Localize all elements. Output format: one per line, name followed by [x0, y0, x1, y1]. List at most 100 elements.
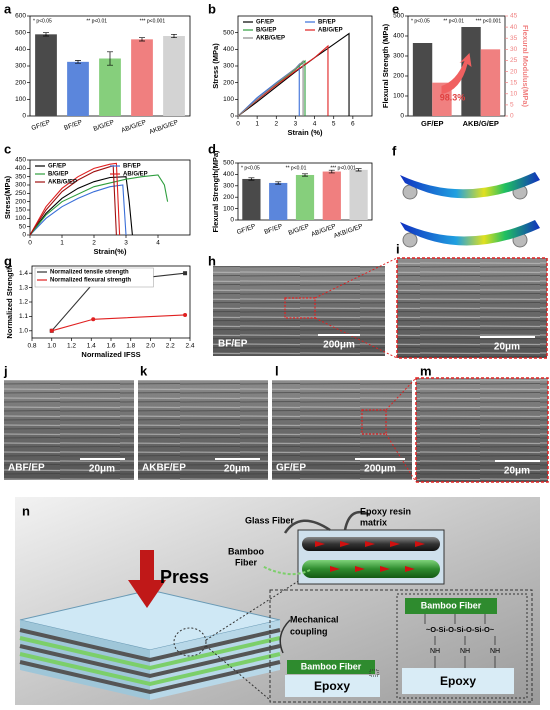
panel-label: n	[22, 503, 30, 518]
y-tick-label: 100	[393, 93, 404, 100]
legend-label: GF/EP	[256, 20, 274, 26]
legend-label: AKB/G/EP	[256, 36, 285, 42]
error-bar	[139, 37, 145, 42]
y2-tick-label: 10	[510, 90, 518, 97]
panel-label: a	[4, 1, 12, 16]
label: Bamboo	[228, 546, 265, 556]
y2-tick-label: 30	[510, 46, 518, 53]
x-tick-label: 2	[92, 240, 96, 247]
y2-tick-label: 25	[510, 57, 518, 64]
y-tick-label: 100	[15, 215, 26, 222]
legend-frame	[34, 267, 154, 288]
y2-tick-label: 5	[510, 102, 514, 109]
point	[91, 317, 96, 322]
beam	[400, 220, 540, 246]
annotation: *** p<0.001	[140, 18, 166, 24]
bar	[480, 49, 501, 117]
y-tick-label: 500	[223, 160, 234, 167]
callout: 98.3%	[440, 92, 466, 102]
x-tick-label: AB/G/EP	[120, 119, 147, 134]
annotation: ** p<0.01	[286, 165, 307, 171]
x-tick-label: BF/EP	[263, 223, 283, 236]
schematic: Press Glass Fiber Epoxy resin matrix Bam…	[15, 497, 540, 705]
label: Bamboo Fiber	[301, 661, 362, 671]
panel-label: c	[4, 141, 11, 156]
beam	[400, 172, 540, 199]
y2-tick-label: 15	[510, 79, 518, 86]
y-axis-title: Stress (MPa)	[211, 43, 220, 89]
y-axis-title: Flexural Strength(MPa)	[211, 150, 220, 233]
error-bar	[355, 168, 362, 172]
x-tick-label: BF/EP	[63, 119, 83, 132]
legend-label: AB/G/EP	[318, 28, 343, 34]
x-tick-label: 5	[332, 121, 336, 128]
scale-bar-label: 200μm	[364, 464, 396, 475]
bar	[322, 171, 341, 220]
legend-label: AB/G/EP	[123, 172, 148, 178]
annotation: *** p<0.001	[476, 18, 502, 24]
image-caption: BF/EP	[218, 339, 248, 350]
x-tick-label: GF/EP	[236, 223, 257, 236]
point	[183, 271, 188, 276]
series-line	[237, 32, 350, 117]
label: NH	[460, 648, 470, 655]
label: Bamboo Fiber	[421, 600, 482, 610]
y-tick-label: 0	[22, 232, 26, 239]
legend-label: Normalized flexural strength	[50, 278, 131, 284]
y-axis-title: Stress(MPa)	[3, 175, 12, 219]
y-tick-label: 1.1	[19, 313, 28, 320]
x-tick-label: B/G/EP	[287, 223, 310, 237]
label: NH	[430, 648, 440, 655]
x-tick-label: 1.2	[67, 343, 76, 350]
error-bar	[171, 33, 177, 39]
y-tick-label: 400	[223, 46, 234, 53]
y-tick-label: 200	[393, 73, 404, 80]
x-tick-label: 0	[236, 121, 240, 128]
error-bar	[275, 181, 282, 185]
label: coupling	[290, 626, 328, 636]
y-tick-label: 1.3	[19, 284, 28, 291]
bar	[269, 182, 288, 220]
y2-tick-label: 40	[510, 24, 518, 31]
panel-label: f	[392, 143, 397, 158]
label: Epoxy	[440, 674, 476, 688]
y-tick-label: 300	[393, 53, 404, 60]
y-tick-label: 400	[223, 171, 234, 178]
series-line	[29, 162, 121, 236]
x-tick-label: 1.4	[87, 343, 96, 350]
label: Glass Fiber	[245, 515, 295, 525]
x-tick-label: 1	[60, 240, 64, 247]
bar	[131, 39, 153, 117]
y-tick-label: 300	[223, 183, 234, 190]
error-bar	[328, 169, 335, 174]
x-tick-label: GF/EP	[31, 119, 52, 132]
x-tick-label: 2.0	[146, 343, 155, 350]
x-tick-label: 3	[124, 240, 128, 247]
annotation: * p<0.05	[241, 165, 260, 171]
y2-tick-label: 20	[510, 68, 518, 75]
y-tick-label: 350	[15, 173, 26, 180]
y-tick-label: 0	[22, 113, 26, 120]
x-tick-label: GF/EP	[421, 119, 444, 128]
y-tick-label: 500	[15, 29, 26, 36]
panel-label: j	[3, 363, 8, 378]
x-tick-label: 2.4	[185, 343, 194, 350]
y-tick-label: 1.4	[19, 270, 28, 277]
label: Epoxy resin	[360, 506, 411, 516]
x-tick-label: 2	[274, 121, 278, 128]
point	[183, 312, 188, 317]
scale-bar-label: 20μm	[504, 466, 530, 477]
error-bar	[248, 177, 255, 181]
scale-bar-label: 20μm	[494, 342, 520, 353]
y-tick-label: 1.2	[19, 299, 28, 306]
y-tick-label: 100	[223, 205, 234, 212]
panel-label: d	[208, 141, 216, 156]
x-tick-label: 1	[255, 121, 259, 128]
y-axis-title: Normalized Strength	[5, 265, 14, 339]
label: ~O-Si-O-Si-O-Si-O~	[426, 625, 495, 634]
legend-label: GF/EP	[48, 164, 66, 170]
series-line	[29, 176, 133, 236]
x-tick-label: 3	[294, 121, 298, 128]
panel-label: k	[140, 363, 148, 378]
